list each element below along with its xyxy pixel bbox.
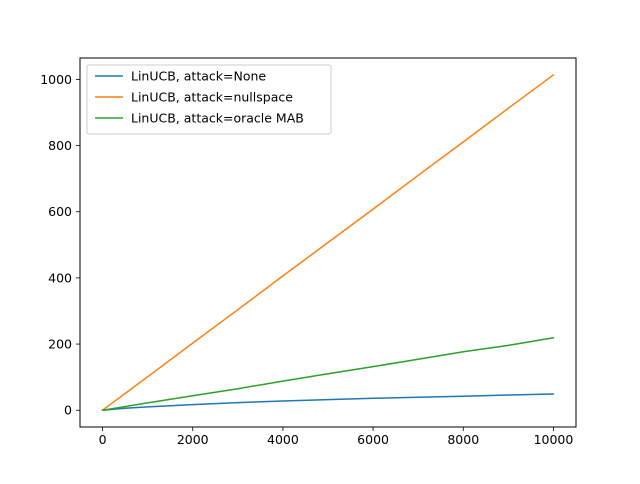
x-tick-label: 2000 (177, 432, 209, 447)
series-line-2 (101, 337, 555, 411)
x-axis: 0 2000 4000 6000 8000 10000 (99, 427, 574, 447)
y-tick-label: 400 (48, 270, 72, 285)
y-tick-label: 800 (48, 138, 72, 153)
y-tick-label: 1000 (40, 72, 72, 87)
x-tick-label: 10000 (534, 432, 574, 447)
series-layer (101, 74, 555, 411)
y-tick-label: 600 (48, 204, 72, 219)
y-axis: 0 200 400 600 800 1000 (40, 72, 80, 418)
legend-label-0: LinUCB, attack=None (131, 69, 266, 84)
x-tick-label: 0 (99, 432, 107, 447)
x-tick-label: 6000 (357, 432, 389, 447)
series-line-1 (101, 74, 555, 411)
legend-label-1: LinUCB, attack=nullspace (131, 90, 293, 105)
y-tick-label: 0 (64, 403, 72, 418)
legend: LinUCB, attack=None LinUCB, attack=nullsp… (86, 64, 332, 135)
x-tick-label: 8000 (447, 432, 479, 447)
legend-box (86, 64, 332, 135)
legend-label-2: LinUCB, attack=oracle MAB (131, 111, 304, 126)
x-tick-label: 4000 (267, 432, 299, 447)
axes-frame (79, 57, 577, 428)
series-line-0 (101, 393, 555, 411)
y-tick-label: 200 (48, 337, 72, 352)
